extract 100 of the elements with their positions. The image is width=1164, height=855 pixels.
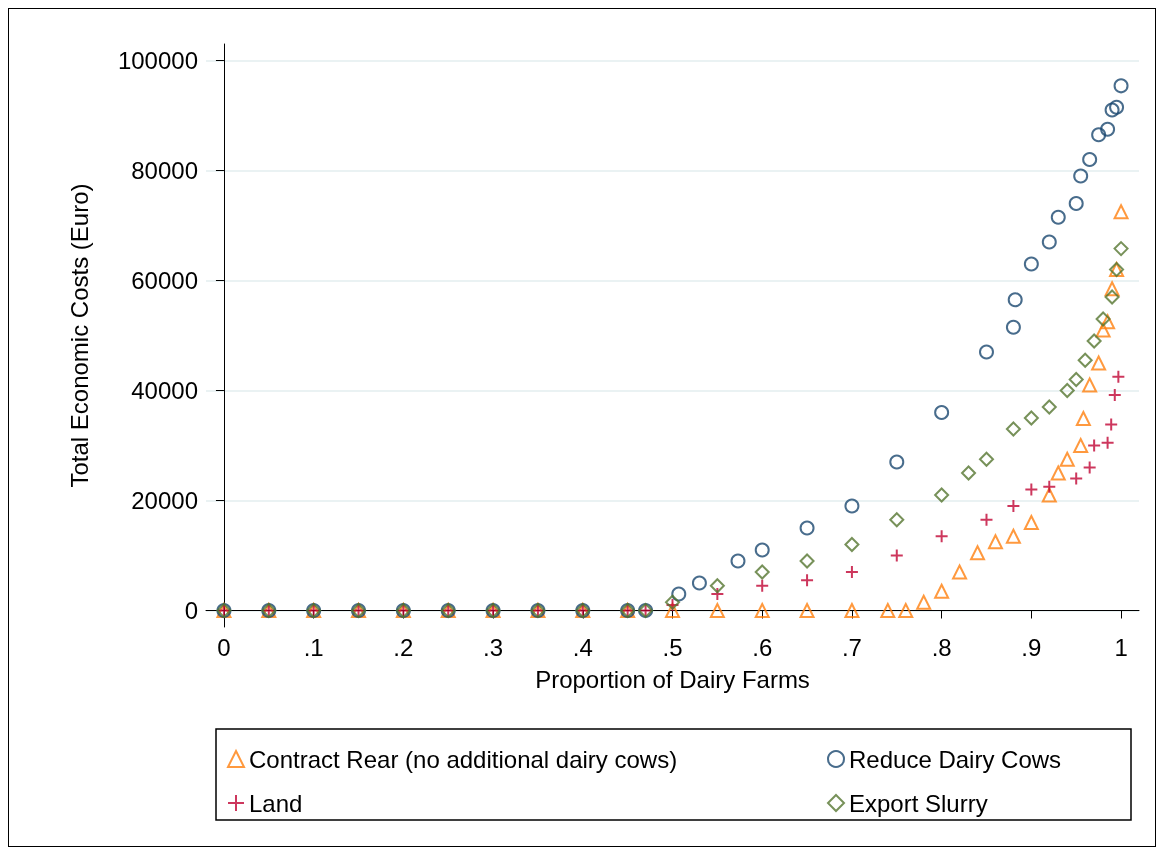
point bbox=[1104, 102, 1120, 118]
point bbox=[1086, 333, 1102, 349]
point bbox=[1082, 377, 1098, 393]
point bbox=[1109, 99, 1125, 115]
legend-label: Land bbox=[249, 789, 303, 817]
point bbox=[754, 542, 770, 558]
point bbox=[1005, 319, 1021, 335]
point bbox=[1082, 460, 1097, 475]
point bbox=[934, 487, 950, 503]
point bbox=[844, 537, 860, 552]
point bbox=[934, 529, 949, 544]
point bbox=[1104, 281, 1120, 297]
point bbox=[1041, 399, 1057, 415]
point bbox=[889, 548, 904, 563]
legend-label: Reduce Dairy Cows bbox=[849, 745, 1062, 773]
point bbox=[970, 545, 986, 561]
point bbox=[1005, 528, 1021, 544]
point bbox=[1091, 127, 1107, 143]
point bbox=[710, 587, 725, 601]
point bbox=[671, 586, 687, 602]
point bbox=[1041, 487, 1057, 503]
point bbox=[1059, 451, 1075, 467]
x-tick-label: .6 bbox=[752, 633, 773, 661]
x-tick-label: .7 bbox=[841, 633, 862, 661]
point bbox=[1104, 417, 1119, 432]
point bbox=[1113, 241, 1129, 257]
point bbox=[1068, 196, 1084, 211]
x-tick-label: .1 bbox=[303, 633, 324, 661]
legend-label: Export Slurry bbox=[849, 789, 988, 817]
point bbox=[665, 598, 680, 612]
point bbox=[934, 405, 950, 420]
point bbox=[880, 603, 896, 618]
point bbox=[730, 553, 746, 569]
point bbox=[1111, 369, 1126, 384]
point bbox=[754, 564, 770, 580]
point bbox=[979, 512, 994, 527]
point bbox=[952, 564, 968, 580]
point bbox=[754, 603, 770, 618]
x-tick-label: .5 bbox=[662, 633, 683, 661]
y-tick-label: 0 bbox=[184, 597, 198, 624]
point bbox=[1006, 499, 1021, 513]
point bbox=[1024, 482, 1039, 497]
point bbox=[799, 520, 815, 536]
point bbox=[1087, 438, 1102, 453]
point bbox=[979, 344, 994, 360]
x-tick-label: 0 bbox=[217, 633, 231, 661]
y-tick-label: 40000 bbox=[131, 377, 198, 404]
point bbox=[1107, 387, 1122, 402]
point bbox=[1091, 355, 1107, 371]
point bbox=[844, 565, 859, 579]
point bbox=[1100, 314, 1116, 330]
point bbox=[1100, 121, 1116, 137]
point bbox=[1005, 421, 1021, 437]
point bbox=[916, 594, 932, 610]
y-tick-label: 80000 bbox=[131, 157, 198, 184]
point bbox=[1113, 78, 1129, 94]
point bbox=[889, 512, 905, 528]
legend-label: Contract Rear (no additional dairy cows) bbox=[249, 745, 678, 773]
point bbox=[709, 578, 725, 594]
point bbox=[800, 573, 815, 588]
point bbox=[1073, 438, 1089, 453]
x-tick-label: .9 bbox=[1021, 633, 1042, 661]
point bbox=[1007, 292, 1023, 308]
point bbox=[1068, 372, 1084, 387]
point bbox=[1023, 410, 1039, 426]
point bbox=[665, 594, 680, 610]
y-tick-label: 20000 bbox=[131, 487, 198, 514]
point bbox=[1069, 471, 1084, 486]
point bbox=[898, 603, 914, 618]
point bbox=[987, 534, 1003, 550]
point bbox=[1050, 465, 1066, 481]
x-axis-title: Proportion of Dairy Farms bbox=[535, 665, 810, 693]
y-axis-title: Total Economic Costs (Euro) bbox=[65, 183, 93, 488]
point bbox=[961, 465, 977, 481]
point bbox=[1059, 383, 1075, 398]
point bbox=[1075, 411, 1091, 427]
point bbox=[799, 603, 815, 618]
point bbox=[1042, 479, 1057, 494]
point bbox=[1095, 311, 1111, 327]
point bbox=[1082, 152, 1098, 167]
point bbox=[844, 498, 860, 514]
point bbox=[1095, 322, 1111, 338]
point bbox=[755, 578, 770, 593]
x-tick-label: .4 bbox=[572, 633, 593, 661]
point bbox=[1077, 352, 1093, 368]
point bbox=[1104, 289, 1120, 305]
point bbox=[844, 603, 860, 618]
point bbox=[1050, 209, 1066, 225]
point bbox=[1113, 204, 1129, 220]
point bbox=[978, 451, 994, 467]
point bbox=[799, 553, 815, 569]
x-tick-label: .3 bbox=[483, 633, 504, 661]
point bbox=[934, 583, 950, 599]
point bbox=[889, 454, 905, 470]
point bbox=[1023, 515, 1039, 530]
y-tick-label: 60000 bbox=[131, 267, 198, 294]
x-tick-label: 1 bbox=[1114, 633, 1128, 661]
y-tick-label: 100000 bbox=[117, 47, 198, 74]
point bbox=[709, 603, 725, 618]
point bbox=[1023, 256, 1039, 272]
